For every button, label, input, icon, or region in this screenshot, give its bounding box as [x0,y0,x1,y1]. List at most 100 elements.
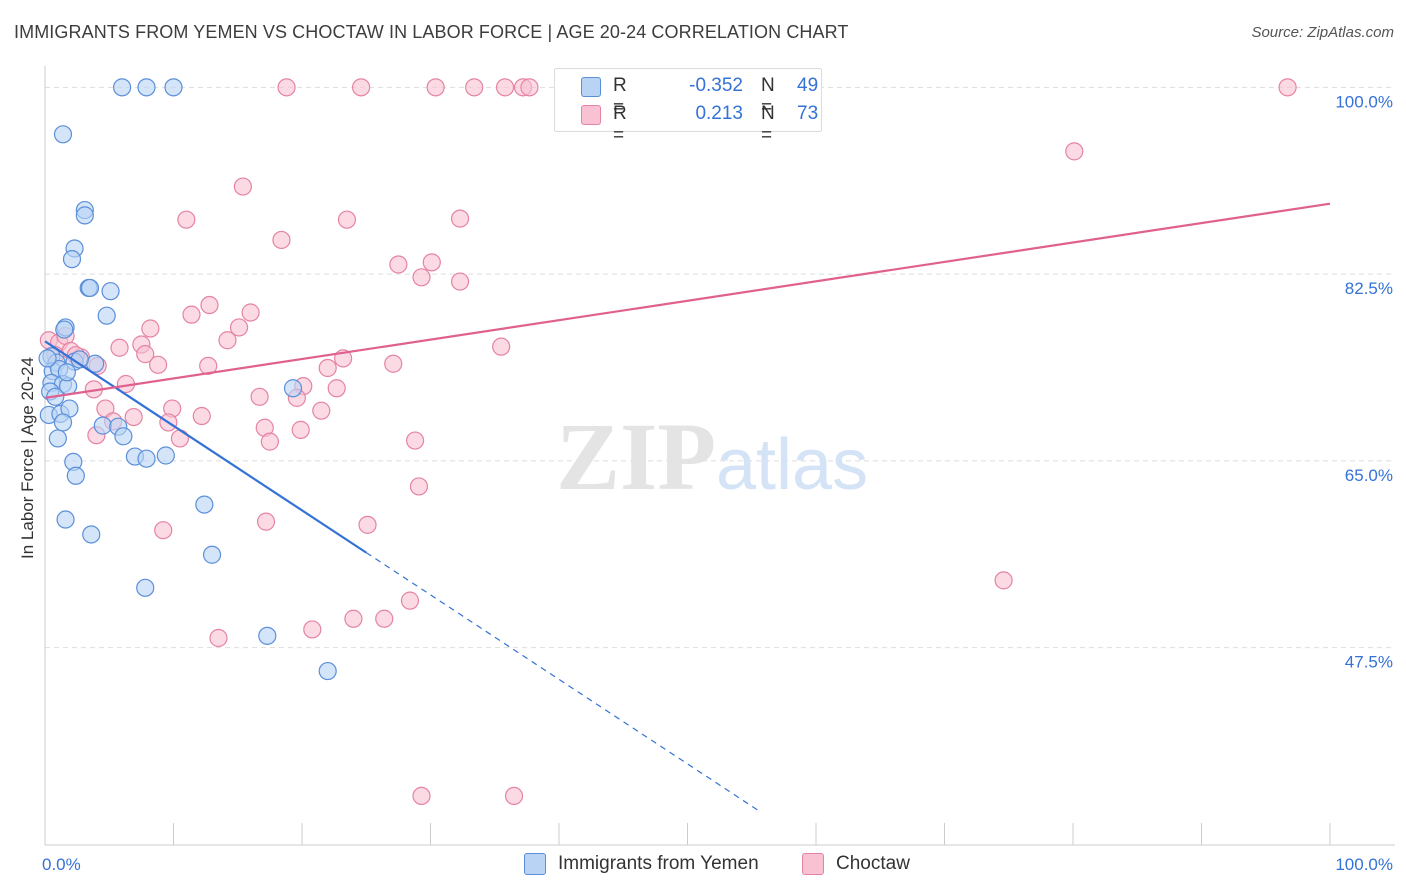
grid-layer [45,86,1395,649]
yemen-point [38,349,57,368]
choctaw-point [177,210,196,229]
series-label-choctaw: Choctaw [836,853,910,874]
choctaw-point [272,230,291,250]
choctaw-point [229,318,249,337]
choctaw-point [110,338,129,357]
y-tick-label: 100.0% [1335,92,1393,111]
choctaw-point [312,401,331,420]
yemen-point [318,661,337,681]
watermark-atlas: atlas [716,425,868,505]
choctaw-point [250,387,269,406]
yemen-point [62,250,82,269]
choctaw-point [409,477,429,496]
choctaw-point [426,78,445,97]
choctaw-point [1065,142,1084,161]
series-label-yemen: Immigrants from Yemen [558,853,759,874]
y-tick-label: 65.0% [1345,466,1393,485]
yemen-point [93,416,112,435]
tick-label-layer: 47.5% 65.0% 82.5% 100.0% 0.0% 100.0% [42,92,1393,874]
yemen-point [156,446,175,465]
choctaw-point [405,431,425,450]
legend-r-value: -0.352 [689,75,743,96]
yemen-point [101,282,120,301]
legend-swatch-choctaw [581,105,601,125]
correlation-legend: R = -0.352 N = 49 R = 0.213 N = 73 [554,68,822,146]
yemen-point [75,206,94,225]
choctaw-points [39,78,1297,806]
choctaw-point [375,609,394,628]
yemen-point [114,427,133,446]
watermark-zip: ZIP [556,403,716,510]
choctaw-point [148,355,168,374]
choctaw-point [260,432,279,451]
axis-layer [44,66,1395,846]
choctaw-point [327,379,346,398]
choctaw-point [241,303,260,322]
yemen-point [53,125,73,144]
choctaw-point [1278,78,1297,97]
yemen-point [53,413,73,432]
choctaw-point [124,407,143,427]
choctaw-point [141,319,160,338]
source-attribution: Source: ZipAtlas.com [1251,24,1394,41]
choctaw-point [412,268,431,287]
y-axis-label: In Labor Force | Age 20-24 [18,357,37,559]
legend-swatch-yemen [581,77,601,97]
series-swatch-yemen [524,853,546,875]
choctaw-point [520,78,539,97]
trend-layer [44,202,1331,811]
choctaw-point [412,786,431,806]
choctaw-point [495,78,515,97]
choctaw-point [492,337,511,356]
choctaw-point [450,209,470,228]
yemen-point [57,363,76,382]
choctaw-point [233,177,252,196]
yemen-points [38,78,337,681]
yemen-point [164,78,183,97]
choctaw-point [192,406,211,426]
watermark: ZIP atlas [556,403,868,510]
choctaw-point [136,345,155,364]
y-tick-label: 47.5% [1345,653,1393,672]
choctaw-point [303,620,322,639]
choctaw-point [318,358,337,378]
choctaw-point [182,305,201,324]
yemen-trend-line [44,340,367,554]
choctaw-point [352,78,371,97]
yemen-point [136,578,155,597]
choctaw-point [422,253,441,272]
x-tick-label: 100.0% [1335,855,1393,874]
choctaw-point [465,78,484,97]
yemen-point [56,510,75,529]
yemen-point [55,320,74,339]
choctaw-point [389,255,408,274]
legend-r-label: R = [613,75,627,118]
legend-n-label: N = [761,75,775,118]
choctaw-point [400,591,420,610]
chart-title: IMMIGRANTS FROM YEMEN VS CHOCTAW IN LABO… [14,22,849,42]
choctaw-trend-line [44,202,1331,399]
series-swatch-choctaw [802,853,824,875]
yemen-point [112,78,132,97]
yemen-point [82,525,101,544]
yemen-point [137,449,156,468]
choctaw-point [291,420,310,439]
yemen-point [258,626,277,645]
choctaw-point [209,628,228,648]
choctaw-point [994,571,1013,590]
choctaw-point [154,521,173,540]
x-tick-label: 0.0% [42,855,81,874]
choctaw-point [199,356,218,375]
yemen-point [137,78,156,97]
series-legend: Immigrants from Yemen Choctaw [0,852,1406,878]
legend-n-value: 73 [797,103,819,124]
yemen-point [195,495,214,514]
legend-r-value: 0.213 [695,103,743,124]
yemen-point [66,466,85,485]
yemen-point [80,278,100,298]
choctaw-point [277,78,296,97]
choctaw-point [256,512,276,531]
choctaw-point [218,331,237,350]
choctaw-point [337,210,357,229]
